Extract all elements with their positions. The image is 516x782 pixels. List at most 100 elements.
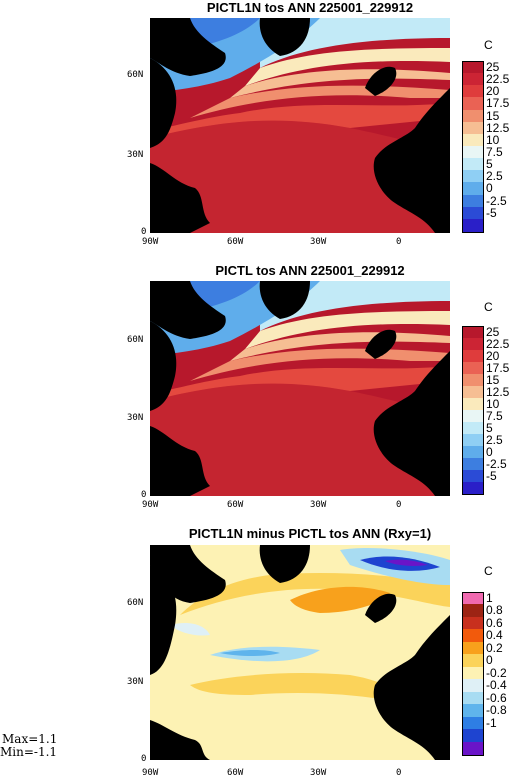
colorbar-label: 7.5 (486, 145, 503, 159)
colorbar-swatch (462, 679, 484, 693)
panel1-lat-30n: 30N (127, 150, 144, 160)
colorbar-swatch (462, 641, 484, 655)
colorbar-label: 2.5 (486, 433, 503, 447)
colorbar-label: 0.6 (486, 615, 503, 630)
colorbar-label: 0.2 (486, 640, 503, 655)
min-stat: Min=-1.1 (0, 745, 58, 759)
colorbar-label: 25 (486, 325, 500, 339)
colorbar-swatch (462, 61, 484, 75)
colorbar-label: 5 (486, 157, 493, 172)
panel1-lon-60w: 60W (227, 237, 244, 247)
colorbar-swatch (462, 654, 484, 668)
panel1-lon-90w: 90W (142, 237, 159, 247)
panel2-lat-0: 0 (141, 490, 147, 500)
colorbar-label: 2.5 (486, 169, 503, 184)
panel3-lon-0: 0 (396, 768, 402, 778)
colorbar-swatch (462, 374, 484, 386)
colorbar-swatch (462, 194, 484, 208)
colorbar-label: 17.5 (486, 96, 510, 111)
colorbar-label: 0 (486, 181, 493, 196)
panel2-map (150, 281, 450, 496)
colorbar-swatch (462, 206, 484, 220)
panel3-lat-60n: 60N (127, 598, 144, 608)
panel1-lon-0: 0 (396, 237, 402, 247)
panel2-lat-30n: 30N (127, 413, 144, 423)
colorbar-label: -5 (486, 469, 497, 483)
panel2-lat-60n: 60N (127, 335, 144, 345)
panel3-unit: C (484, 564, 493, 578)
colorbar-label: 7.5 (486, 409, 503, 423)
colorbar-label: 20 (486, 84, 500, 99)
panel2-lon-60w: 60W (227, 500, 244, 510)
colorbar-label: 25 (486, 60, 500, 74)
colorbar-swatch (462, 482, 484, 495)
colorbar-swatch (462, 386, 484, 398)
colorbar-swatch (462, 133, 484, 147)
colorbar-swatch (462, 666, 484, 680)
panel3-lon-90w: 90W (142, 768, 159, 778)
panel2-unit: C (484, 300, 493, 314)
colorbar-label: 15 (486, 373, 500, 387)
colorbar-swatch (462, 182, 484, 196)
colorbar-swatch (462, 704, 484, 718)
panel3-lon-60w: 60W (227, 768, 244, 778)
colorbar-swatch (462, 362, 484, 374)
colorbar-swatch (462, 691, 484, 705)
colorbar-label: -0.4 (486, 678, 507, 693)
colorbar-label: -0.8 (486, 703, 507, 718)
panel3-lon-30w: 30W (310, 768, 327, 778)
colorbar-label: -2.5 (486, 193, 507, 208)
colorbar-swatch (462, 604, 484, 618)
colorbar-label: 5 (486, 421, 493, 435)
colorbar-label: 22.5 (486, 72, 510, 87)
colorbar-swatch (462, 158, 484, 172)
colorbar-swatch (462, 170, 484, 184)
colorbar-swatch (462, 446, 484, 458)
colorbar-label: 10 (486, 132, 500, 147)
panel1-lon-30w: 30W (310, 237, 327, 247)
colorbar-label: 17.5 (486, 361, 510, 375)
panel3-title: PICTL1N minus PICTL tos ANN (Rxy=1) (188, 526, 432, 541)
colorbar-label: 15 (486, 108, 500, 123)
colorbar-swatch (462, 398, 484, 410)
colorbar-label: -0.6 (486, 690, 507, 705)
colorbar-label: 12.5 (486, 385, 510, 399)
colorbar-swatch (462, 350, 484, 362)
colorbar-label: 12.5 (486, 120, 510, 135)
panel2-lon-90w: 90W (142, 500, 159, 510)
colorbar-label: 1 (486, 591, 493, 605)
panel2-title: PICTL tos ANN 225001_229912 (215, 263, 405, 278)
colorbar-swatch (462, 458, 484, 470)
colorbar-swatch (462, 73, 484, 87)
panel1-title: PICTL1N tos ANN 225001_229912 (206, 0, 414, 15)
colorbar-swatch (462, 422, 484, 434)
colorbar-label: 22.5 (486, 337, 510, 351)
panel1-lat-60n: 60N (127, 70, 144, 80)
panel2-lon-0: 0 (396, 500, 402, 510)
colorbar-swatch (462, 616, 484, 630)
colorbar-swatch (462, 97, 484, 111)
colorbar-label: -0.2 (486, 665, 507, 680)
colorbar-label: -5 (486, 205, 497, 220)
colorbar-swatch (462, 741, 484, 756)
colorbar-label: 0.4 (486, 628, 503, 643)
colorbar-swatch (462, 326, 484, 339)
colorbar-label: 0 (486, 445, 493, 459)
panel3-lat-30n: 30N (127, 677, 144, 687)
colorbar-swatch (462, 109, 484, 123)
colorbar-swatch (462, 85, 484, 99)
panel1-map (150, 18, 450, 233)
colorbar-swatch (462, 592, 484, 606)
panel2-lon-30w: 30W (310, 500, 327, 510)
max-stat: Max=1.1 (2, 732, 58, 746)
colorbar-label: 10 (486, 397, 500, 411)
colorbar-swatch (462, 218, 484, 233)
colorbar-label: 0 (486, 653, 493, 668)
colorbar-swatch (462, 146, 484, 159)
colorbar-label: -2.5 (486, 457, 507, 471)
colorbar-swatch (462, 729, 484, 743)
panel1-unit: C (484, 38, 493, 52)
colorbar-label: 0.8 (486, 603, 503, 618)
panel3-lat-0: 0 (141, 754, 147, 764)
panel1-lat-0: 0 (141, 227, 147, 237)
